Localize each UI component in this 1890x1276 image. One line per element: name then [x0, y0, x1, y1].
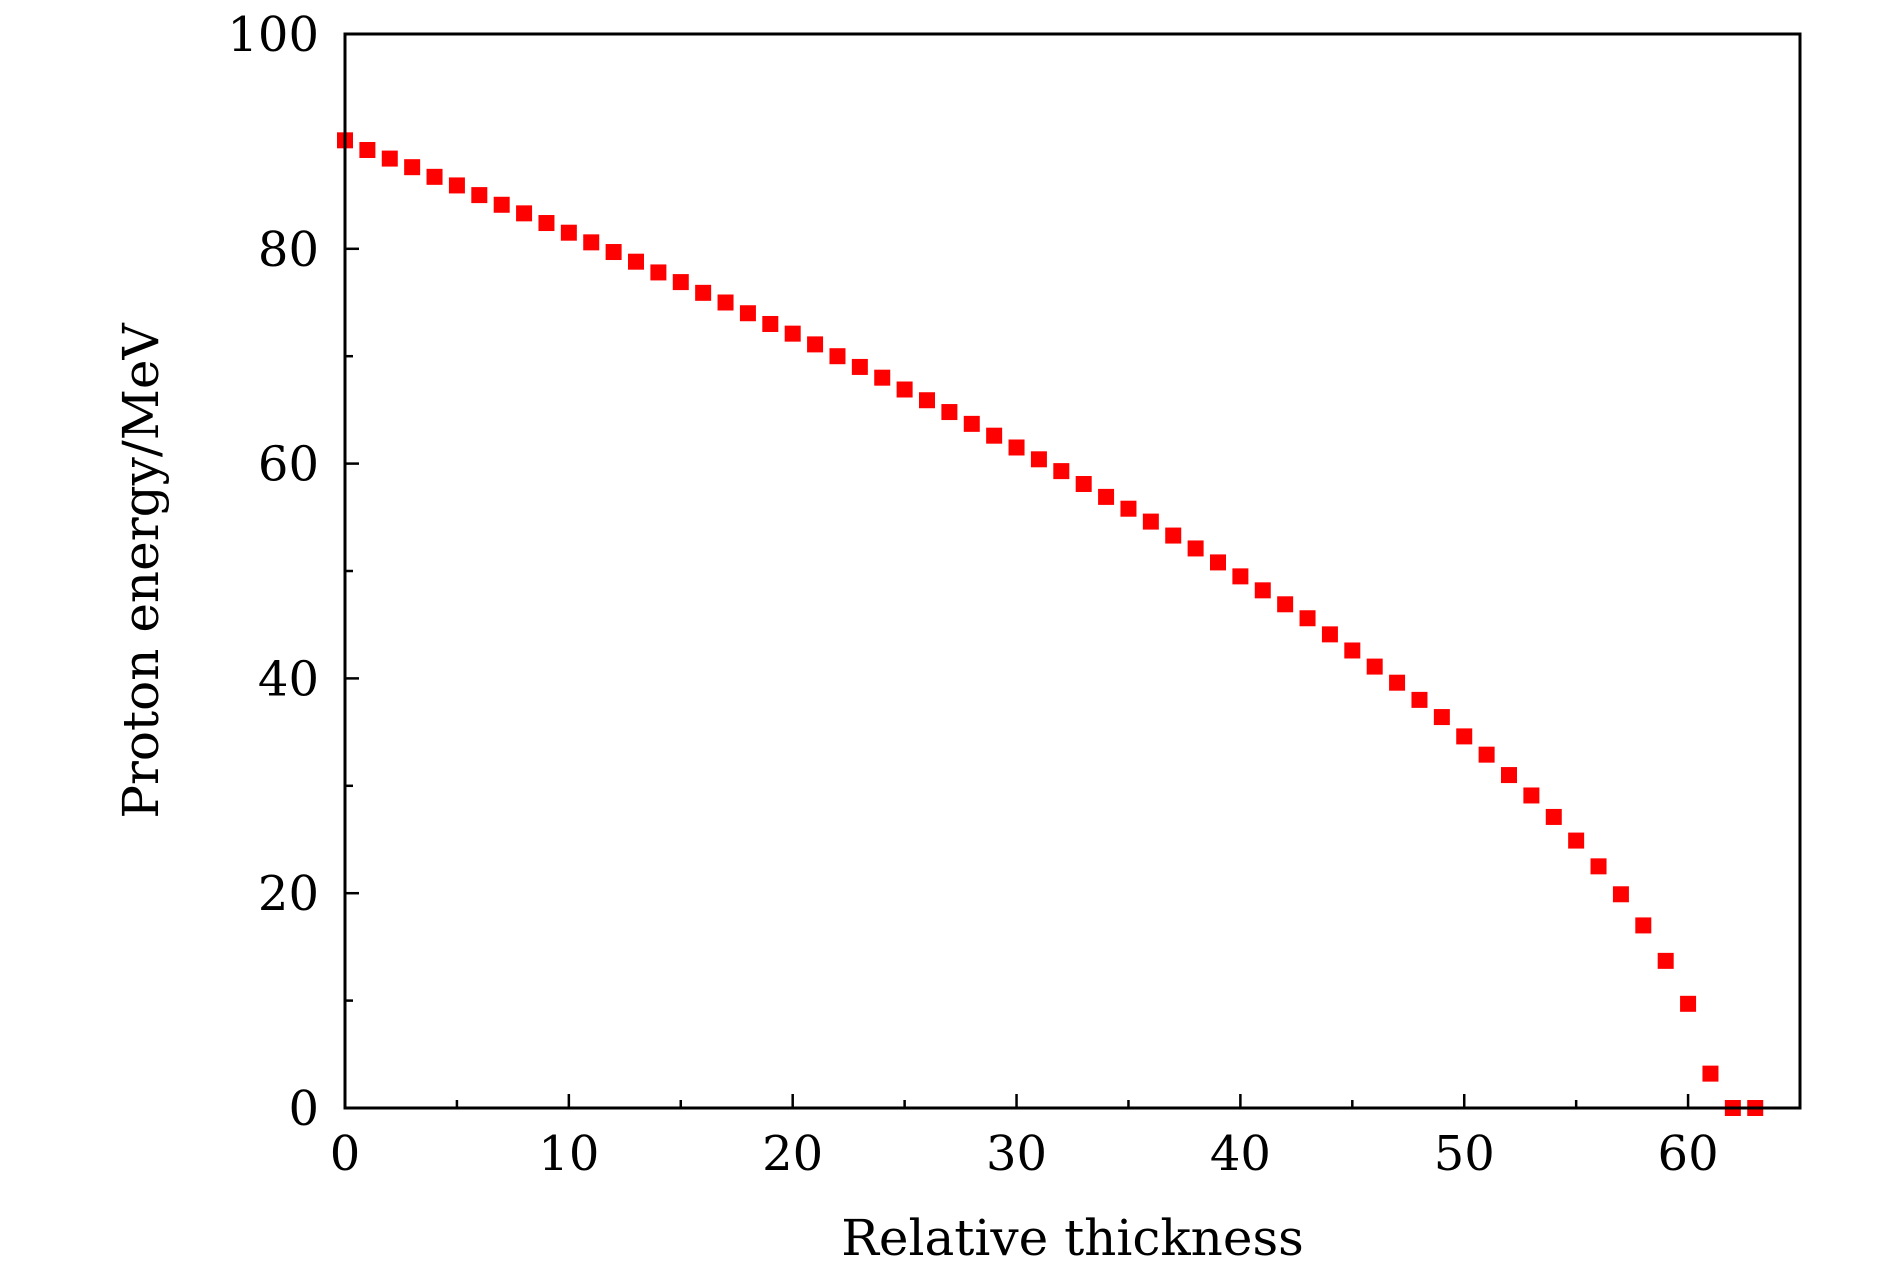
data-point	[516, 205, 533, 222]
x-tick-label: 10	[538, 1126, 599, 1182]
data-point	[1098, 488, 1115, 505]
data-point	[1321, 626, 1338, 643]
data-point	[1187, 540, 1204, 557]
data-point	[1210, 554, 1226, 571]
data-point	[538, 215, 555, 232]
data-point	[1568, 832, 1585, 849]
data-point	[1165, 527, 1182, 544]
data-point	[941, 404, 958, 421]
data-point	[1680, 995, 1697, 1012]
data-point	[650, 264, 667, 281]
data-point	[672, 274, 689, 291]
data-point	[1053, 463, 1070, 480]
data-point	[1030, 451, 1047, 468]
y-axis-title: Proton energy/MeV	[112, 323, 170, 819]
plot-frame	[343, 32, 1802, 1110]
x-tick-label: 50	[1434, 1126, 1495, 1182]
data-point	[1411, 691, 1428, 708]
data-point	[583, 234, 600, 251]
data-point	[1456, 728, 1473, 745]
data-point	[784, 325, 801, 342]
data-point	[1523, 787, 1540, 804]
y-tick-label: 80	[258, 222, 319, 278]
tick-labels: 0 10 20 30 40 50 60 0 20 40 60 80 100	[227, 7, 1718, 1182]
x-axis-title: Relative thickness	[841, 1209, 1304, 1267]
data-point	[1433, 709, 1450, 726]
data-point	[874, 369, 891, 386]
data-point	[851, 358, 868, 375]
data-point	[1366, 658, 1383, 675]
data-point	[1702, 1065, 1719, 1082]
data-point	[560, 224, 577, 241]
data-point	[896, 381, 913, 398]
x-tick-label: 40	[1210, 1126, 1271, 1182]
data-point	[1299, 610, 1316, 627]
y-tick-label: 0	[288, 1081, 319, 1137]
data-point	[404, 159, 421, 176]
data-point	[717, 294, 734, 311]
data-point	[1635, 917, 1652, 934]
data-point	[1232, 568, 1249, 585]
y-tick-label: 100	[227, 7, 319, 63]
data-point	[1657, 952, 1674, 969]
data-point	[963, 415, 980, 432]
data-point	[1075, 476, 1092, 493]
data-points	[337, 132, 1764, 1116]
data-point	[1545, 808, 1562, 825]
data-point	[1344, 642, 1361, 659]
data-point	[807, 336, 824, 353]
y-tick-label: 40	[258, 651, 319, 707]
data-point	[471, 187, 488, 204]
data-point	[1008, 439, 1025, 456]
data-point	[1142, 513, 1159, 530]
data-point	[628, 253, 644, 270]
data-point	[1254, 582, 1271, 599]
x-tick-label: 60	[1658, 1126, 1719, 1182]
data-point	[762, 315, 779, 332]
data-point	[1389, 674, 1406, 691]
data-point	[1501, 767, 1517, 784]
data-point	[1612, 886, 1629, 903]
x-tick-label: 20	[762, 1126, 823, 1182]
data-point	[739, 305, 756, 322]
data-point	[1590, 858, 1607, 875]
data-point	[1277, 596, 1294, 613]
x-tick-label: 30	[986, 1126, 1047, 1182]
data-point	[1120, 500, 1137, 517]
data-point	[986, 427, 1003, 444]
data-point	[695, 284, 712, 301]
data-point	[919, 392, 935, 409]
axis-ticks	[343, 32, 1690, 1110]
x-tick-label: 0	[330, 1126, 361, 1182]
data-point	[1478, 746, 1495, 763]
data-point	[448, 177, 465, 194]
y-tick-label: 20	[258, 866, 319, 922]
y-tick-label: 60	[258, 437, 319, 493]
data-point	[493, 196, 510, 213]
data-point	[605, 244, 622, 261]
data-point	[381, 150, 398, 167]
data-point	[359, 141, 376, 158]
data-point	[426, 168, 443, 185]
data-point	[829, 348, 846, 365]
